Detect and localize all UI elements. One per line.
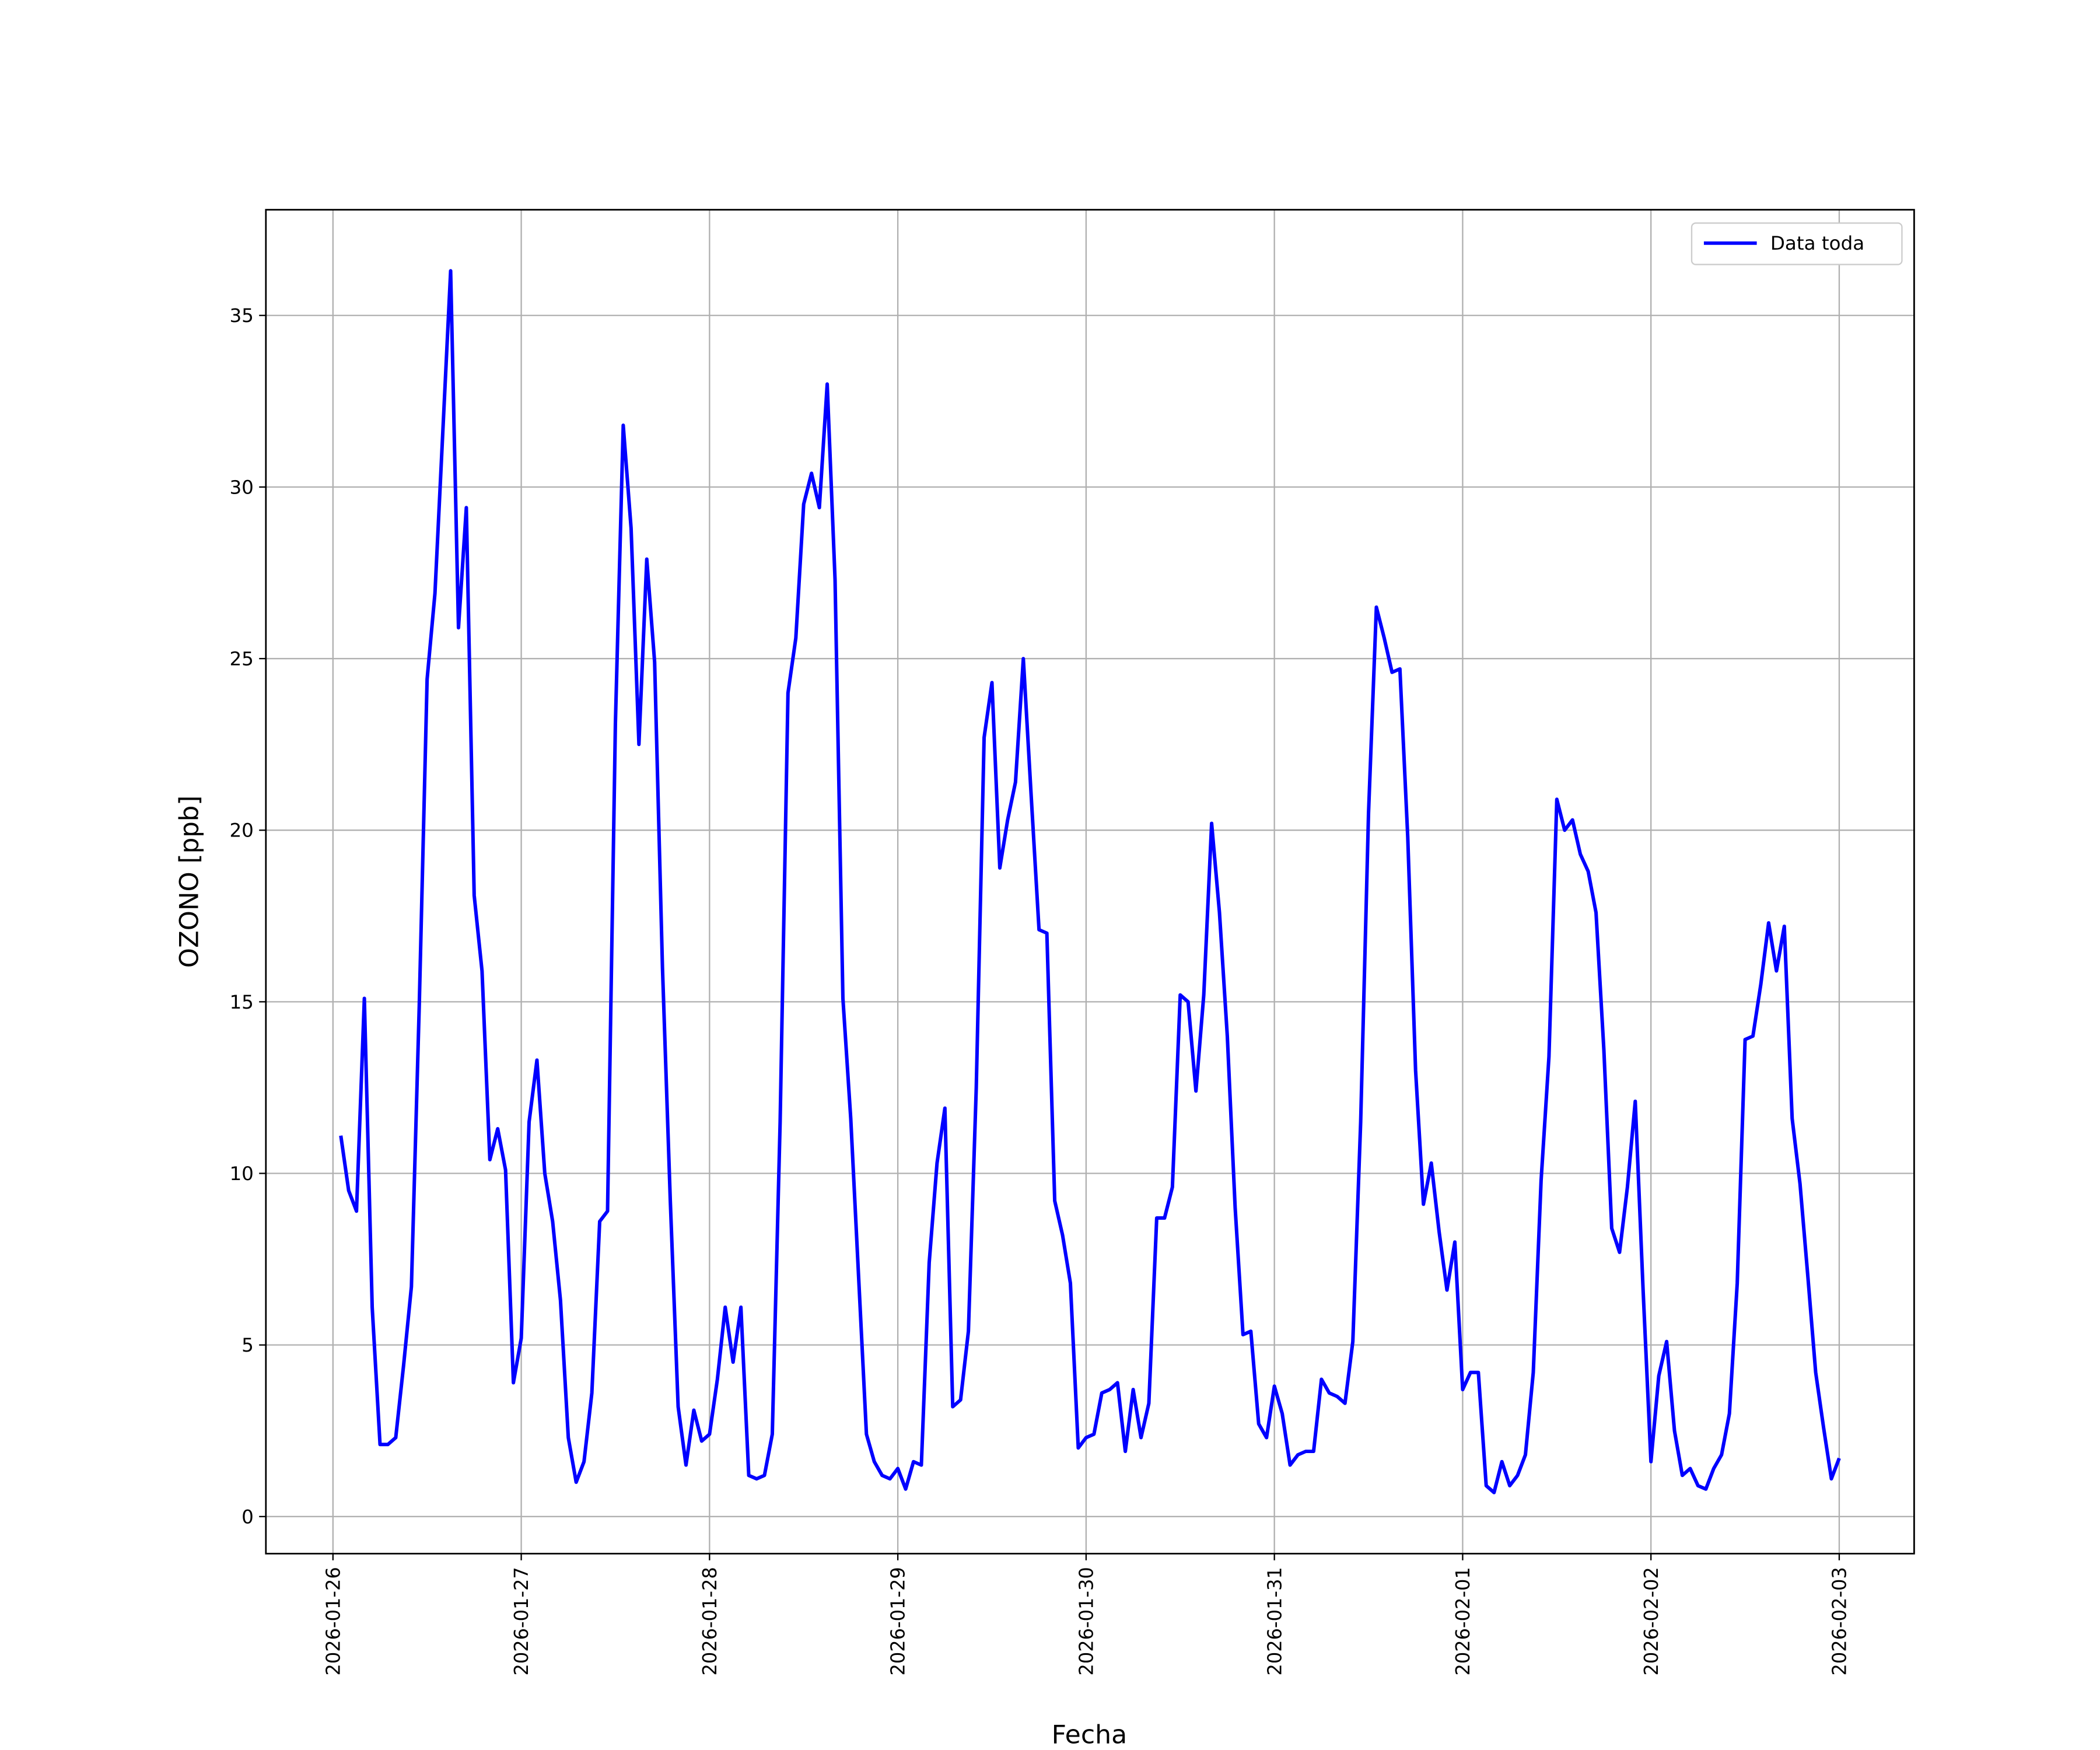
y-tick-label: 10: [229, 1163, 253, 1185]
x-tick-label: 2026-01-30: [1075, 1567, 1097, 1675]
legend-label: Data toda: [1770, 232, 1864, 254]
x-tick-label: 2026-02-03: [1828, 1567, 1850, 1675]
y-tick-label: 30: [229, 477, 253, 499]
x-tick-label: 2026-01-31: [1264, 1567, 1286, 1675]
data-line: [339, 269, 1841, 1494]
x-tick-label: 2026-01-26: [322, 1567, 344, 1675]
legend-box: [1690, 222, 1903, 265]
y-axis-label: OZONO [ppb]: [174, 796, 204, 968]
x-axis-label: Fecha: [1052, 1720, 1128, 1750]
y-tick-label: 15: [229, 991, 253, 1013]
y-tick-label: 0: [242, 1506, 254, 1528]
x-tick-label: 2026-01-29: [887, 1567, 909, 1675]
y-tick-label: 25: [229, 648, 253, 670]
y-tick-label: 5: [242, 1334, 254, 1356]
x-tick-label: 2026-01-27: [510, 1567, 533, 1675]
x-tick-label: 2026-01-28: [699, 1567, 721, 1675]
x-tick-label: 2026-02-01: [1452, 1567, 1474, 1675]
y-tick-label: 20: [229, 820, 253, 842]
y-tick-label: 35: [229, 304, 253, 327]
x-tick-label: 2026-02-02: [1640, 1567, 1662, 1675]
plot-frame: [265, 209, 1915, 1555]
